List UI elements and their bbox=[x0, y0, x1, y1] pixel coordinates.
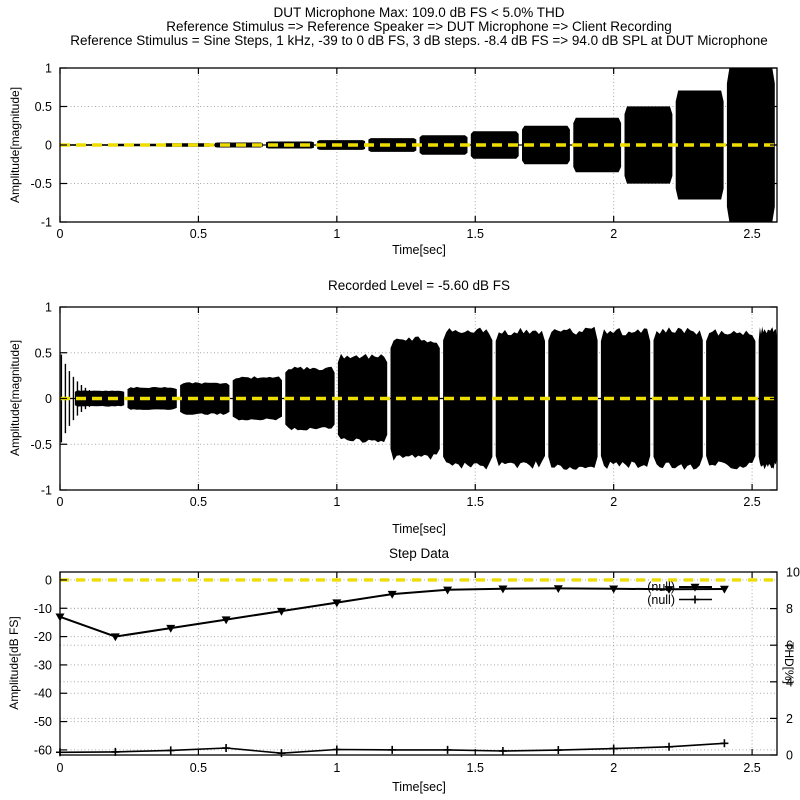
plot3-right-y-tick-label: 6 bbox=[786, 639, 793, 653]
plot2-title: Recorded Level = -5.60 dB FS bbox=[328, 278, 510, 293]
plot3-legend-marker-plus bbox=[691, 595, 699, 604]
plot3-thd-marker-plus bbox=[222, 744, 231, 753]
plot1-x-tick-label: 2 bbox=[610, 227, 617, 241]
plot2-y-tick-label: 0 bbox=[45, 392, 52, 406]
plot1-title-line3: Reference Stimulus = Sine Steps, 1 kHz, … bbox=[70, 33, 768, 48]
plot3-amplitude-marker-triangle bbox=[719, 585, 729, 594]
plot3-amplitude-marker-triangle bbox=[498, 585, 508, 594]
plot2-y-tick-label: -0.5 bbox=[30, 438, 52, 452]
plot2-x-axis-label: Time[sec] bbox=[392, 522, 446, 536]
plot1-y-tick-label: -0.5 bbox=[30, 177, 52, 191]
plot3-right-y-tick-label: 0 bbox=[786, 749, 793, 763]
plot2-x-tick-label: 1.5 bbox=[467, 495, 484, 509]
plot3-amplitude-marker-triangle bbox=[110, 633, 120, 642]
plot3-thd-marker-plus bbox=[498, 746, 507, 755]
plot3-x-tick-label: 2.5 bbox=[743, 761, 760, 775]
plot3-amplitude-marker-triangle bbox=[443, 586, 453, 595]
plot3-x-tick-label: 1 bbox=[333, 761, 340, 775]
plot2-x-tick-label: 1 bbox=[333, 495, 340, 509]
plot2-x-tick-label: 2.5 bbox=[743, 495, 760, 509]
plot3-thd-marker-plus bbox=[443, 745, 452, 754]
plot1-title-line2: Reference Stimulus => Reference Speaker … bbox=[166, 19, 672, 34]
plot3-amplitude-marker-triangle bbox=[609, 585, 619, 594]
plot1-y-tick-label: -1 bbox=[41, 216, 52, 230]
plot1-y-axis-label: Amplitude[magnitude] bbox=[8, 86, 22, 204]
plot1-x-tick-label: 1.5 bbox=[467, 227, 484, 241]
plot3-left-y-tick-label: -50 bbox=[34, 715, 52, 729]
plot2-y-axis-label: Amplitude[magnitude] bbox=[8, 339, 22, 457]
plot3-thd-marker-plus bbox=[166, 746, 175, 755]
plot3-x-tick-label: 1.5 bbox=[467, 761, 484, 775]
plot3-legend-label-amplitude: (null) bbox=[647, 580, 675, 594]
plot3-x-axis-label: Time[sec] bbox=[392, 780, 446, 794]
plot3-thd-marker-plus bbox=[388, 745, 397, 754]
plot1-x-tick-label: 0 bbox=[57, 227, 64, 241]
plot3-right-y-tick-label: 8 bbox=[786, 602, 793, 616]
plot3-left-y-tick-label: -20 bbox=[34, 630, 52, 644]
plot3-amplitude-marker-triangle bbox=[166, 624, 176, 633]
plot2-y-tick-label: 1 bbox=[45, 301, 52, 315]
plot3-left-y-tick-label: -30 bbox=[34, 658, 52, 672]
plot1-x-tick-label: 0.5 bbox=[190, 227, 207, 241]
plot3-x-tick-label: 0 bbox=[57, 761, 64, 775]
plot3-right-y-tick-label: 2 bbox=[786, 712, 793, 726]
plot3-amplitude-marker-triangle bbox=[276, 607, 286, 616]
plot1-y-tick-label: 1 bbox=[45, 62, 52, 76]
plot3-right-y-axis-label: THD[%] bbox=[782, 642, 796, 684]
plot3-title: Step Data bbox=[388, 546, 450, 561]
plot2-y-tick-label: 0.5 bbox=[35, 346, 52, 360]
plot3-amplitude-marker-triangle bbox=[387, 590, 397, 599]
plot3-thd-marker-plus bbox=[277, 749, 286, 758]
plot2-y-tick-label: -1 bbox=[41, 484, 52, 498]
plot3-right-y-tick-label: 10 bbox=[786, 566, 800, 580]
plot3-legend-label-thd: (null) bbox=[647, 593, 675, 607]
plot3-thd-marker-plus bbox=[665, 742, 674, 751]
plot3-left-y-axis-label: Amplitude[dB FS] bbox=[7, 616, 21, 710]
plot3-x-tick-label: 0.5 bbox=[190, 761, 207, 775]
plot3-left-y-tick-label: 0 bbox=[45, 573, 52, 587]
plot3-left-y-tick-label: -60 bbox=[34, 743, 52, 757]
plot1-x-tick-label: 1 bbox=[333, 227, 340, 241]
plot3-amplitude-marker-triangle bbox=[332, 599, 342, 608]
plot1-y-tick-label: 0 bbox=[45, 139, 52, 153]
plot3-amplitude-marker-triangle bbox=[553, 585, 563, 594]
plot1-y-tick-label: 0.5 bbox=[35, 100, 52, 114]
plot2-x-tick-label: 0 bbox=[57, 495, 64, 509]
plot1-x-tick-label: 2.5 bbox=[743, 227, 760, 241]
plot2-step-band bbox=[706, 329, 756, 470]
plot3-thd-marker-plus bbox=[554, 746, 563, 755]
plot3-left-y-tick-label: -10 bbox=[34, 602, 52, 616]
plot1-x-axis-label: Time[sec] bbox=[392, 243, 446, 257]
plot3-right-y-tick-label: 4 bbox=[786, 675, 793, 689]
plot3-thd-marker-plus bbox=[720, 739, 729, 748]
plot2-x-tick-label: 0.5 bbox=[190, 495, 207, 509]
plot2-x-tick-label: 2 bbox=[610, 495, 617, 509]
plot3-left-y-tick-label: -40 bbox=[34, 687, 52, 701]
plot1-title-line1: DUT Microphone Max: 109.0 dB FS < 5.0% T… bbox=[273, 5, 565, 20]
plot3-x-tick-label: 2 bbox=[610, 761, 617, 775]
plot3-legend-marker-triangle bbox=[690, 583, 700, 592]
plot3-border bbox=[59, 571, 778, 756]
plot3-amplitude-marker-triangle bbox=[221, 616, 231, 625]
plot3-amplitude-marker-triangle bbox=[664, 586, 674, 594]
